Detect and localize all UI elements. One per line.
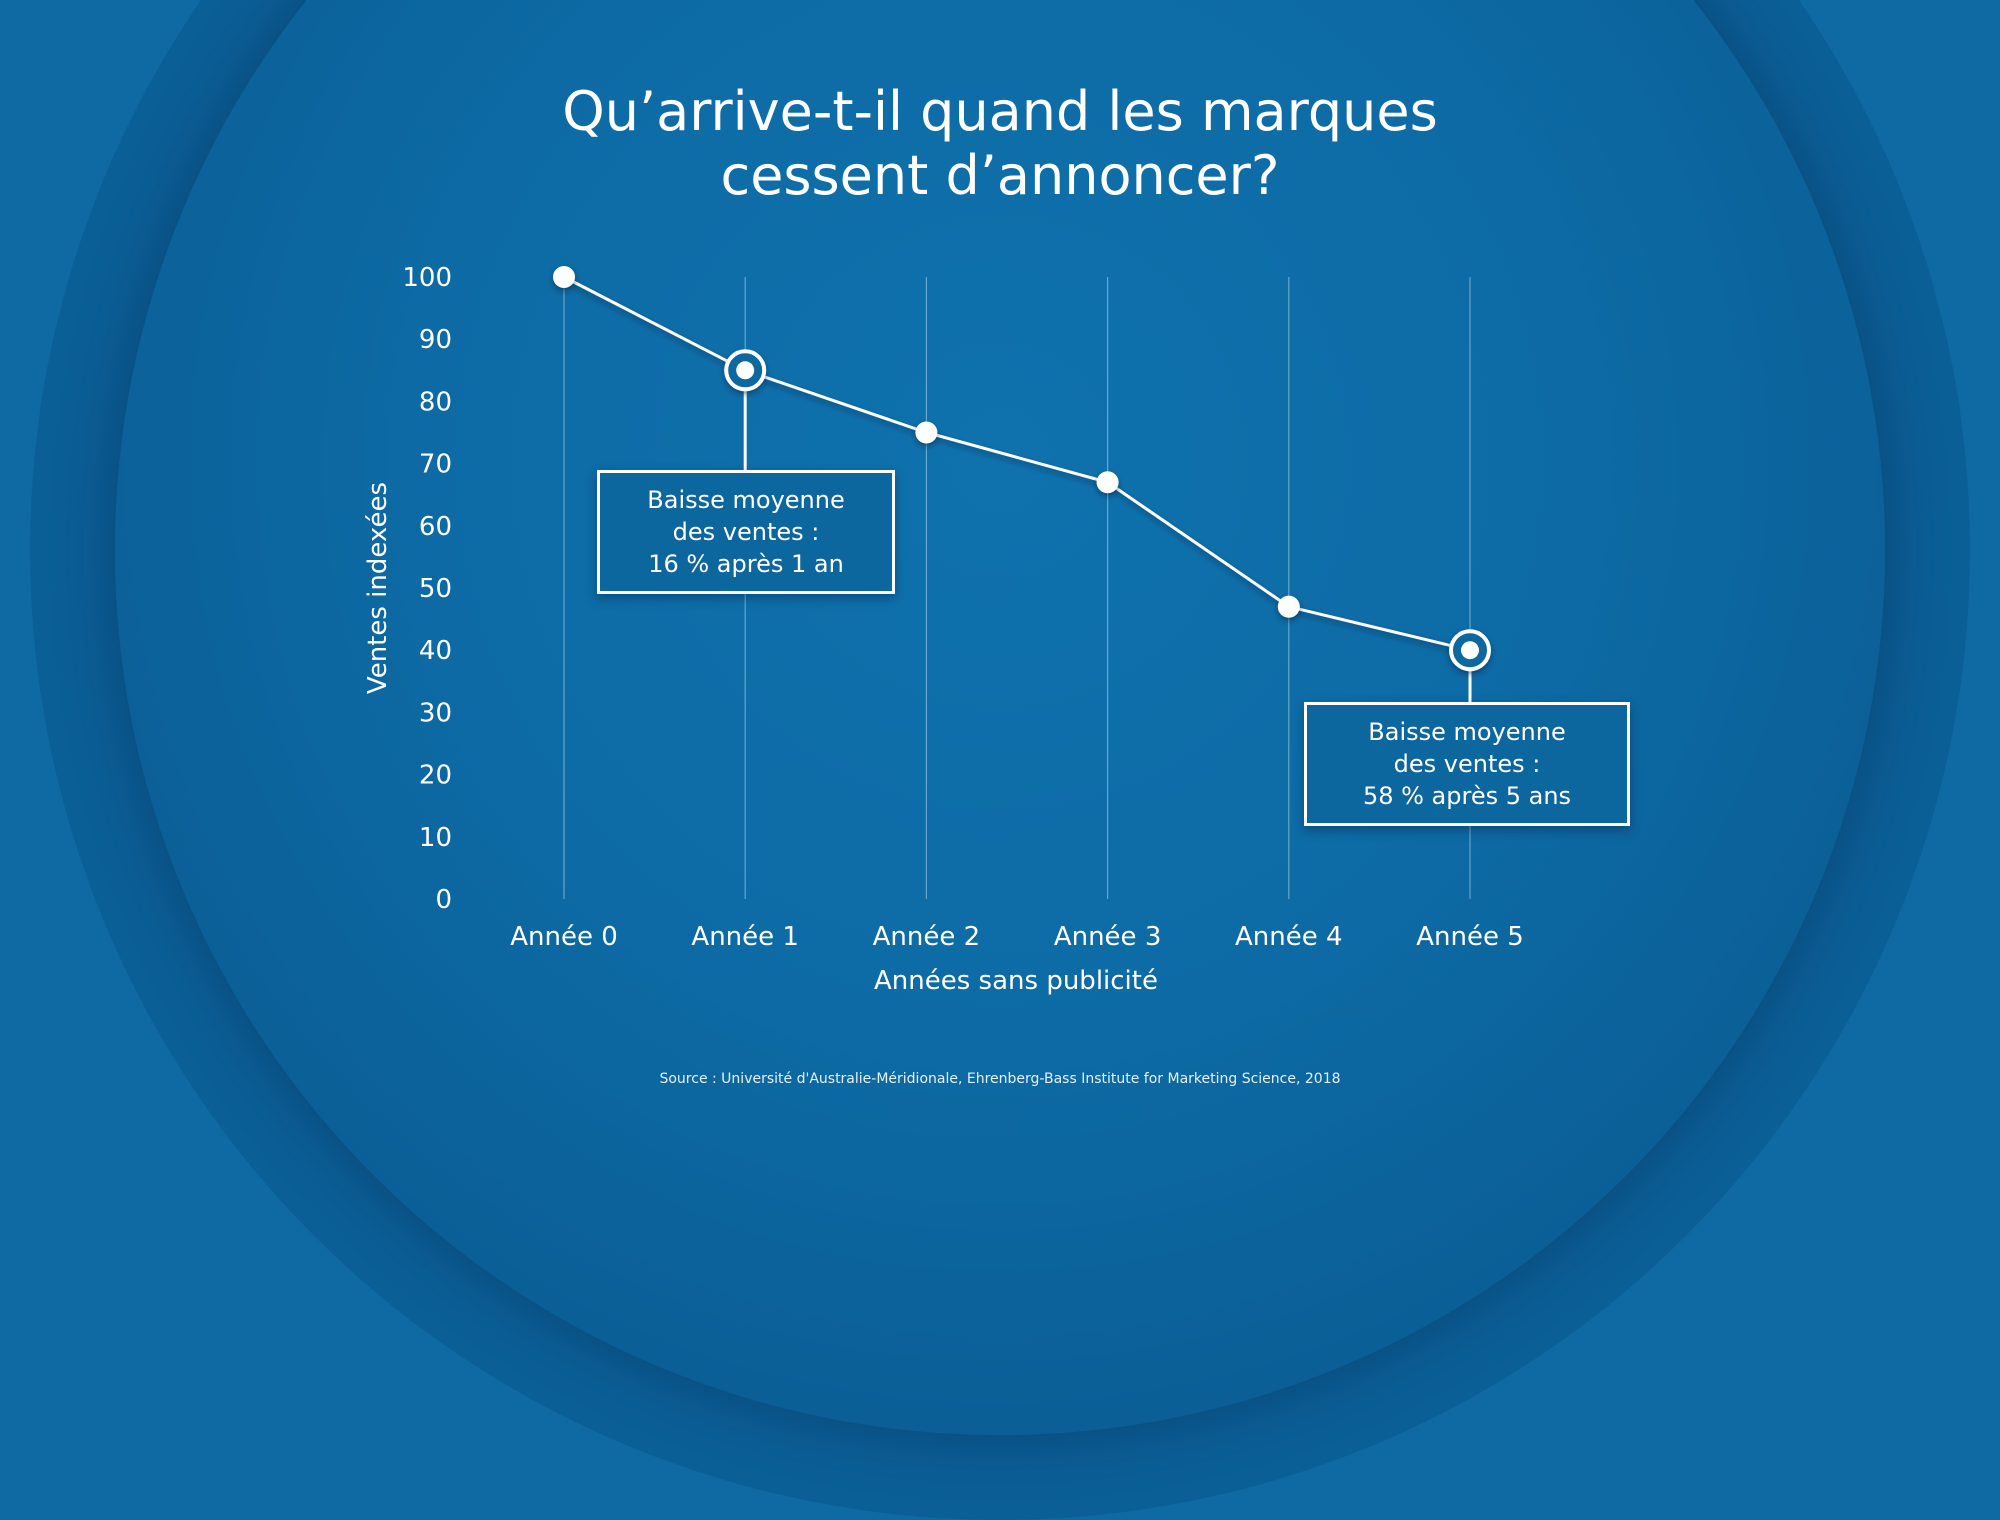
data-point-1 [736, 361, 755, 380]
y-tick-label-20: 20 [419, 761, 452, 791]
callout-year1-line1: Baisse moyenne [647, 486, 845, 514]
data-point-4 [1277, 595, 1300, 618]
y-tick-label-10: 10 [419, 823, 452, 853]
data-point-0 [553, 266, 575, 288]
data-point-3 [1096, 471, 1119, 494]
x-tick-label-1: Année 1 [691, 922, 799, 952]
y-tick-label-40: 40 [419, 636, 452, 666]
y-tick-label-70: 70 [419, 450, 452, 480]
y-tick-label-0: 0 [435, 885, 452, 915]
callout-year5: Baisse moyenne des ventes : 58 % après 5… [1304, 702, 1630, 826]
y-tick-label-30: 30 [419, 698, 452, 728]
data-point-2 [915, 421, 938, 444]
callout-year5-line2: des ventes : [1393, 750, 1541, 778]
y-tick-label-60: 60 [419, 512, 452, 542]
y-tick-label-80: 80 [419, 387, 452, 417]
y-tick-label-50: 50 [419, 574, 452, 604]
y-tick-label-100: 100 [402, 263, 452, 293]
callout-year1: Baisse moyenne des ventes : 16 % après 1… [597, 470, 895, 594]
y-tick-label-90: 90 [419, 325, 452, 355]
chart-title: Qu’arrive-t-il quand les marques cessent… [562, 80, 1438, 207]
callout-year1-line3: 16 % après 1 an [648, 550, 844, 578]
x-axis-label: Années sans publicité [874, 966, 1158, 996]
x-tick-label-5: Année 5 [1416, 922, 1524, 952]
x-tick-label-3: Année 3 [1054, 922, 1162, 952]
series-line [563, 275, 1471, 652]
x-tick-label-2: Année 2 [873, 922, 981, 952]
data-point-5 [1461, 641, 1479, 660]
line-chart: 0 10 20 30 40 50 60 70 80 90 100 Année 0 Année 1 Anné… [363, 263, 1524, 996]
source-note: Source : Université d'Australie-Méridion… [659, 1071, 1341, 1087]
callout-year5-line3: 58 % après 5 ans [1362, 782, 1572, 810]
y-axis-label: Ventes indexées [363, 482, 393, 694]
x-tick-label-0: Année 0 [510, 922, 618, 952]
callout-year5-line1: Baisse moyenne [1368, 718, 1566, 746]
callout-year1-line2: des ventes : [672, 518, 820, 546]
x-tick-label-4: Année 4 [1235, 922, 1343, 952]
